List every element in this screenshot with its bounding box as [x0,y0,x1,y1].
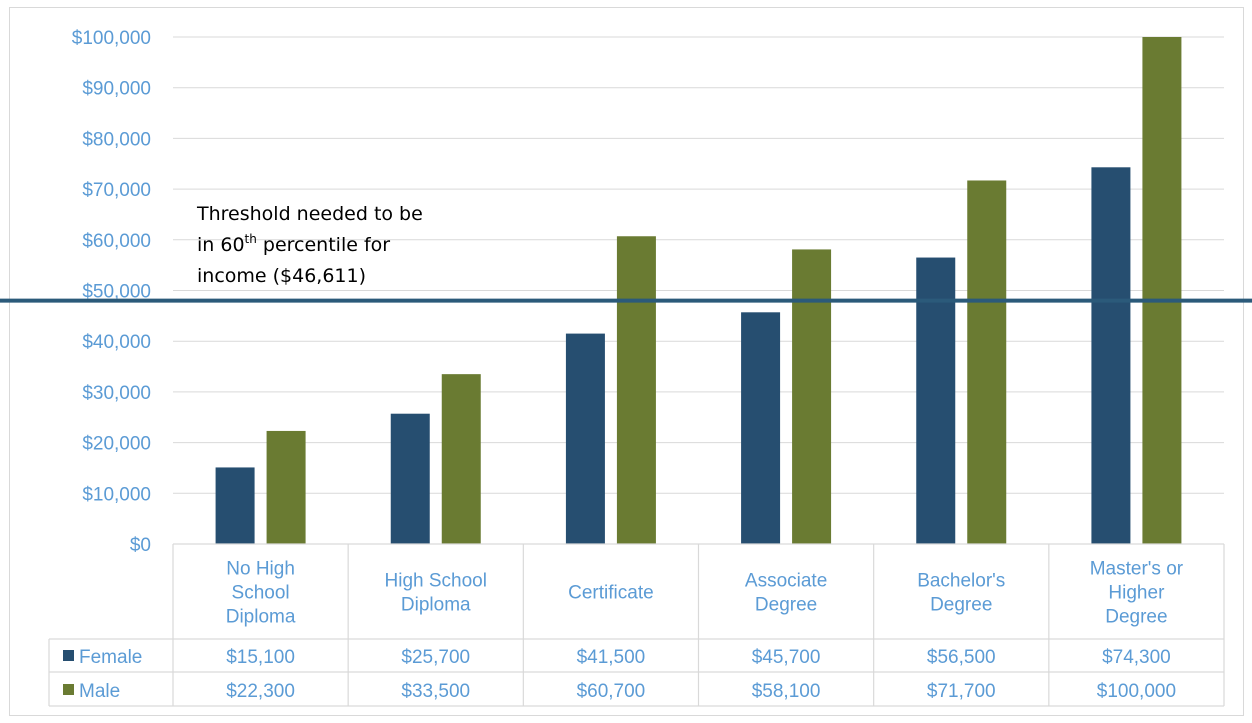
y-tick-label: $40,000 [82,332,151,353]
data-cell: $58,100 [752,681,821,702]
y-tick-label: $60,000 [82,231,151,252]
category-label: Diploma [226,607,296,628]
category-label: No High [226,559,295,580]
category-label: School [232,583,290,604]
data-cell: $74,300 [1102,647,1171,668]
y-tick-label: $20,000 [82,434,151,455]
threshold-annotation-line1: Threshold needed to be [196,203,423,225]
y-tick-label: $90,000 [82,79,151,100]
data-cell: $60,700 [577,681,646,702]
bars [215,37,1182,545]
legend-key-female [63,650,74,661]
bar-female [1091,167,1131,544]
data-cell: $41,500 [577,647,646,668]
y-tick-label: $70,000 [82,180,151,201]
y-tick-label: $80,000 [82,129,151,150]
chart-frame [9,7,1244,716]
data-cell: $56,500 [927,647,996,668]
threshold-annotation-line2: in 60th percentile for [197,232,390,256]
category-label: Diploma [401,595,471,616]
gridlines [173,36,1224,494]
category-label: Degree [755,595,817,616]
bar-female [565,333,605,544]
bar-female [741,312,781,544]
bar-male [1142,37,1182,544]
category-label: Bachelor's [917,571,1005,592]
y-tick-label: $0 [130,535,151,556]
data-cell: $45,700 [752,647,821,668]
series-name: Female [79,647,142,668]
category-label: High School [385,571,487,592]
bar-male [266,430,306,544]
category-label: Certificate [568,583,654,604]
bar-male [616,236,656,544]
threshold-annotation-line3: income ($46,611) [197,265,366,287]
category-label: Master's or [1090,559,1184,580]
category-label: Degree [1105,607,1167,628]
bar-female [916,257,956,544]
threshold: Threshold needed to be in 60th percentile… [0,203,1252,303]
y-tick-label: $10,000 [82,484,151,505]
category-label: Higher [1108,583,1165,604]
legend-key-male [63,684,74,695]
bar-male [792,249,832,545]
data-cell: $100,000 [1097,681,1176,702]
bar-female [215,467,255,544]
bar-female [390,413,430,544]
y-tick-label: $100,000 [72,28,151,49]
category-label: Degree [930,595,992,616]
bar-male [967,180,1007,544]
category-label: Associate [745,571,827,592]
data-cell: $71,700 [927,681,996,702]
data-cell: $25,700 [401,647,470,668]
data-cell: $33,500 [401,681,470,702]
data-cell: $15,100 [226,647,295,668]
data-table: No High School Diploma High School Diploma Ce… [48,543,1225,707]
y-axis: $0 $10,000 $20,000 $30,000 $40,000 $50,000 $60… [72,28,151,556]
y-tick-label: $30,000 [82,383,151,404]
bar-male [441,374,481,544]
series-name: Male [79,681,120,702]
data-cell: $22,300 [226,681,295,702]
y-tick-label: $50,000 [82,282,151,303]
